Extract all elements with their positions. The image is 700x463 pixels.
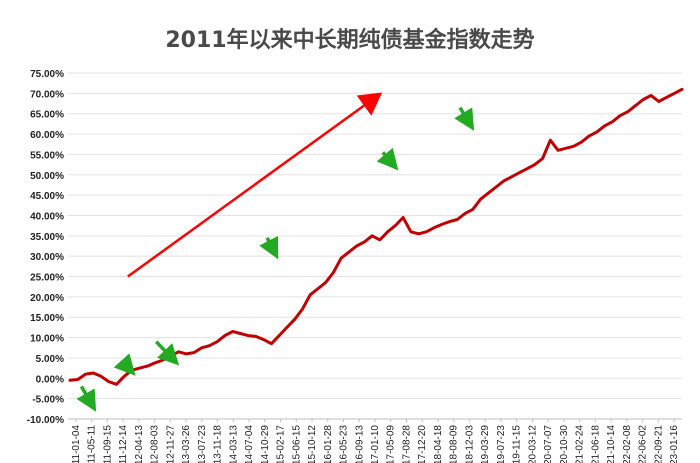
x-tick-label: 2021-06-18 <box>590 425 601 463</box>
x-tick-label: 2019-07-23 <box>496 425 507 463</box>
y-tick-label: -5.00% <box>32 395 64 406</box>
y-tick-label: 25.00% <box>30 273 64 284</box>
y-tick-label: 30.00% <box>30 252 64 263</box>
y-tick-label: 60.00% <box>30 130 64 141</box>
x-tick-label: 2020-03-12 <box>527 425 538 463</box>
x-tick-label: 2022-02-08 <box>622 425 633 463</box>
y-tick-label: 40.00% <box>30 211 64 222</box>
annotations <box>76 92 475 412</box>
x-tick-label: 2012-08-03 <box>150 425 161 463</box>
x-tick-label: 2015-02-17 <box>276 425 287 463</box>
x-tick-label: 2017-12-20 <box>417 425 428 463</box>
x-tick-label: 2014-07-04 <box>244 425 255 463</box>
x-tick-label: 2016-05-23 <box>339 425 350 463</box>
x-tick-label: 2022-09-21 <box>653 425 664 463</box>
x-tick-label: 2022-06-02 <box>638 425 649 463</box>
x-tick-label: 2020-07-07 <box>543 425 554 463</box>
x-tick-label: 2013-11-18 <box>213 425 224 463</box>
x-tick-label: 2013-03-26 <box>181 425 192 463</box>
drawdown-arrow <box>259 235 279 260</box>
y-tick-label: 50.00% <box>30 171 64 182</box>
drawdown-arrow <box>376 147 399 171</box>
x-tick-label: 2012-11-27 <box>165 425 176 463</box>
x-tick-label: 2011-05-11 <box>87 425 98 463</box>
trend-arrow <box>127 92 383 278</box>
y-tick-label: 55.00% <box>30 150 64 161</box>
drawdown-arrow <box>154 340 180 366</box>
drawdown-arrow <box>454 106 475 131</box>
x-tick-label: 2014-10-29 <box>260 425 271 463</box>
x-tick-label: 2019-11-15 <box>512 425 523 463</box>
gridlines <box>68 72 682 420</box>
x-tick-label: 2016-01-28 <box>323 425 334 463</box>
chart-title: 2011年以来中长期纯债基金指数走势 <box>165 28 535 53</box>
y-tick-label: 0.00% <box>36 374 64 385</box>
x-tick-label: 2017-01-10 <box>370 425 381 463</box>
y-tick-label: 75.00% <box>30 69 64 80</box>
y-tick-label: 45.00% <box>30 191 64 202</box>
y-tick-label: 35.00% <box>30 232 64 243</box>
x-tick-label: 2021-10-14 <box>606 425 617 463</box>
drawdown-arrow <box>113 353 136 376</box>
x-tick-label: 2011-12-14 <box>118 425 129 463</box>
x-tick-label: 2019-03-29 <box>480 425 491 463</box>
x-tick-label: 2018-12-03 <box>464 425 475 463</box>
x-tick-label: 2013-07-23 <box>197 425 208 463</box>
y-tick-label: 70.00% <box>30 89 64 100</box>
y-tick-label: -10.00% <box>27 415 64 426</box>
y-tick-label: 65.00% <box>30 110 64 121</box>
x-tick-label: 2017-05-09 <box>386 425 397 463</box>
x-tick-label: 2020-10-30 <box>559 425 570 463</box>
x-tick-label: 2018-04-18 <box>433 425 444 463</box>
x-tick-label: 2015-06-15 <box>291 425 302 463</box>
x-tick-label: 2023-01-16 <box>669 425 680 463</box>
x-tick-label: 2011-09-15 <box>102 425 113 463</box>
y-tick-label: 5.00% <box>36 354 64 365</box>
x-tick-label: 2018-08-09 <box>449 425 460 463</box>
x-tick-label: 2016-09-13 <box>354 425 365 463</box>
y-tick-label: 15.00% <box>30 313 64 324</box>
x-tick-label: 2014-03-13 <box>228 425 239 463</box>
x-tick-label: 2012-04-13 <box>134 425 145 463</box>
x-tick-label: 2011-01-04 <box>71 425 82 463</box>
y-tick-label: 10.00% <box>30 334 64 345</box>
x-tick-label: 2017-08-28 <box>401 425 412 463</box>
x-tick-label: 2015-10-12 <box>307 425 318 463</box>
x-tick-label: 2021-02-24 <box>575 425 586 463</box>
drawdown-arrow <box>76 385 97 412</box>
axes: 75.00% 70.00% 65.00% 60.00% 55.00% 50.00% 45.0… <box>27 69 682 463</box>
y-tick-label: 20.00% <box>30 293 64 304</box>
